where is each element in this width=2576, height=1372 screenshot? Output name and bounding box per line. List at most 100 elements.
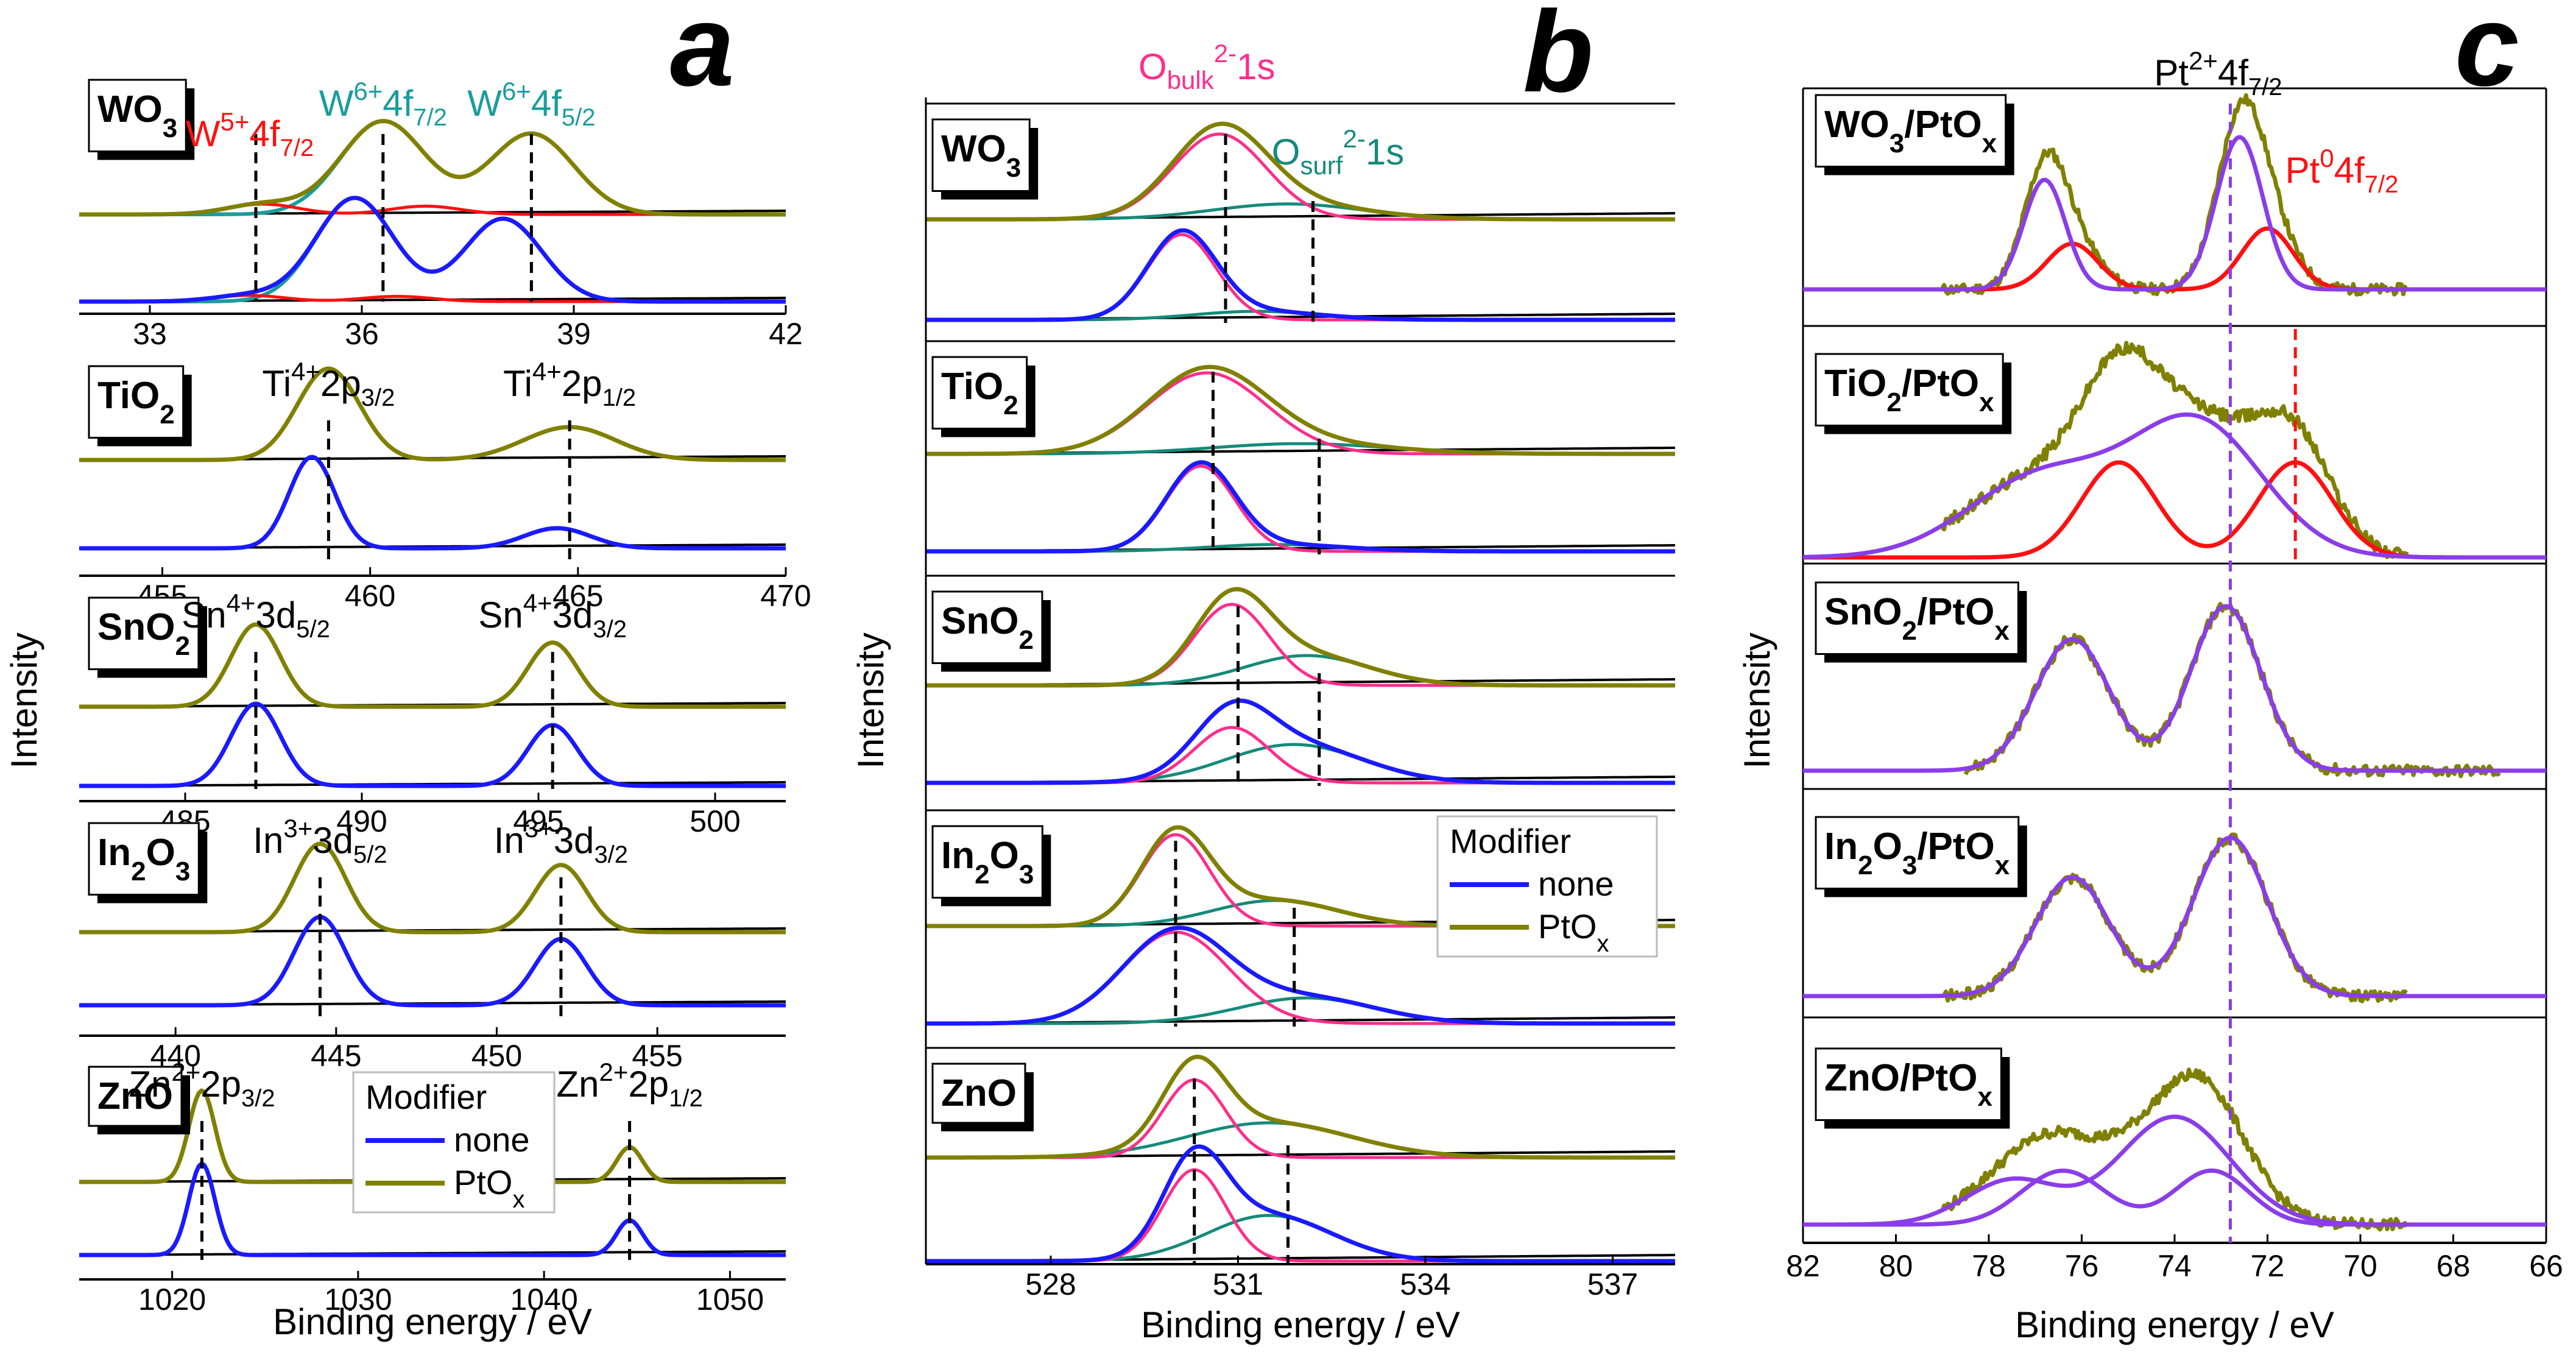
label-segment: ZnO (941, 1072, 1017, 1114)
panel-c-wo3-ptox-material-label: WO3/PtOx (1815, 94, 2014, 175)
label-segment: x (1597, 930, 1609, 957)
label-segment: Ti (503, 363, 532, 404)
label-segment: Zn (556, 1064, 599, 1105)
label-segment: bulk (1167, 66, 1215, 94)
label-segment: In (1824, 826, 1858, 868)
panel-b-zno-material-label-text: ZnO (941, 1072, 1017, 1114)
panel-c-sno2-ptox-fit-pt2 (1803, 604, 2546, 773)
label-box (931, 825, 1043, 899)
panel-a-zno-series-none (79, 1161, 786, 1257)
panel-a-in2o3-xaxis-tick-label: 455 (632, 1039, 682, 1073)
label-box (88, 365, 185, 439)
label-segment: O (1138, 46, 1167, 87)
panel-b-zno-series-ptox (926, 1055, 1675, 1160)
legend-item-none: none (454, 1120, 530, 1159)
label-segment: SnO (941, 600, 1018, 642)
label-segment: 3 (163, 113, 177, 143)
label-segment: O (1272, 132, 1300, 172)
label-segment: 2p (200, 1064, 241, 1105)
label-segment: 2p (320, 363, 361, 404)
label-segment: 3 (1019, 860, 1034, 889)
label-segment: 2 (975, 860, 989, 889)
panel-a-wo3-peak-label: W6+4f5/2 (467, 77, 595, 131)
panel-c-sno2-ptox-material-label: SnO2/PtOx (1815, 581, 2027, 663)
label-segment: 2+ (2189, 46, 2218, 75)
label-segment: 3/2 (241, 1085, 275, 1112)
panel-letter-a: a (670, 0, 735, 110)
label-segment: In (97, 832, 131, 874)
label-segment: 3d (312, 820, 353, 861)
label-box (88, 79, 187, 152)
label-segment: 4f (2218, 52, 2248, 93)
panel-a-in2o3-material-label-text: In2O3 (97, 832, 190, 886)
label-segment: 1s (1237, 46, 1275, 87)
legend-item-none: none (1538, 865, 1614, 903)
label-segment: 4f (249, 113, 280, 154)
label-segment: O (1966, 826, 1995, 868)
label-box (1815, 94, 2007, 168)
panel-a-wo3-xaxis-tick-label: 33 (133, 317, 167, 351)
panel-a-zno-peak-label: Zn2+2p1/2 (556, 1058, 702, 1112)
label-segment: x (1979, 387, 1994, 417)
panel-a-xlabel: Binding energy / eV (273, 1301, 592, 1342)
label-segment: Pt (2285, 150, 2320, 191)
panel-c-tick-label: 66 (2529, 1249, 2563, 1283)
panel-a-zno-material-label-text: ZnO (97, 1075, 173, 1117)
label-segment: 6+ (353, 77, 383, 105)
label-segment: x (1994, 616, 2010, 646)
label-segment: 6+ (502, 77, 531, 105)
label-segment: Ti (262, 363, 291, 404)
panel-a-zno-xaxis-tick-label: 1020 (138, 1282, 206, 1317)
label-segment: 3/2 (594, 841, 628, 868)
label-segment: WO (97, 88, 163, 130)
panel-a-zno-xaxis-tick-label: 1040 (510, 1282, 578, 1317)
panel-c-zno-ptox-material-label-text: ZnO/PtOx (1824, 1057, 1992, 1112)
label-segment: O (1952, 104, 1981, 146)
label-segment: PtO (454, 1163, 512, 1201)
panel-a-ylabel: Intensity (4, 632, 44, 768)
label-segment: 2p (562, 363, 602, 404)
panel-b-in2o3-material-label-text: In2O3 (941, 835, 1034, 889)
label-segment: /Pt (1917, 591, 1965, 633)
panel-a-tio2-xaxis-tick-label: 470 (760, 579, 811, 613)
panel-a-wo3-material-label: WO3 (88, 79, 195, 160)
panel-a-in2o3-peak-label: In3+3d5/2 (253, 814, 387, 868)
label-segment: 2p (628, 1064, 669, 1105)
panel-b-in2o3-material-label: In2O3 (931, 825, 1051, 907)
panel-a-wo3-series-none (79, 196, 786, 304)
label-segment: Zn (129, 1064, 171, 1105)
label-segment: 3d (255, 595, 296, 635)
label-segment: TiO (97, 375, 160, 417)
panel-b-tio2-material-label-text: TiO2 (941, 366, 1018, 420)
label-segment: In (494, 820, 524, 861)
label-segment: 1s (1366, 132, 1404, 172)
label-segment: 3 (175, 857, 190, 886)
legend-title: Modifier (365, 1078, 487, 1116)
label-segment: 7/2 (2365, 171, 2399, 198)
panel-a-tio2-peak-label: Ti4+2p1/2 (503, 357, 636, 411)
label-segment: Pt (2154, 52, 2189, 93)
label-segment: 7/2 (280, 135, 314, 161)
label-box (1815, 353, 2004, 426)
panel-c-in2o3-ptox-material-label-text: In2O3/PtOx (1824, 826, 2010, 880)
label-box (1815, 581, 2019, 655)
panel-letter-c: c (2455, 0, 2519, 110)
label-segment: 1/2 (669, 1085, 703, 1112)
label-segment: 4+ (532, 357, 562, 386)
panel-b-tick-label: 528 (1025, 1267, 1076, 1301)
panel-c-sno2-ptox-material-label-text: SnO2/PtOx (1824, 591, 2010, 646)
panel-c-tick-label: 70 (2343, 1249, 2377, 1283)
label-segment: In (941, 835, 975, 877)
label-segment: W (319, 83, 354, 124)
panel-c-zno-ptox-series-experimental (1940, 1067, 2409, 1232)
panel-a-tio2-material-label-text: TiO2 (97, 375, 175, 430)
panel-a-tio2-series-none (79, 454, 786, 551)
panel-b-tio2-series-ptox (926, 364, 1675, 456)
label-segment: TiO (941, 366, 1003, 408)
label-segment: 2- (1343, 124, 1365, 153)
label-segment: SnO (1824, 591, 1902, 633)
label-box (931, 118, 1031, 192)
panel-a-tio2-xaxis-tick-label: 460 (345, 579, 395, 613)
label-segment: 2 (160, 400, 174, 430)
